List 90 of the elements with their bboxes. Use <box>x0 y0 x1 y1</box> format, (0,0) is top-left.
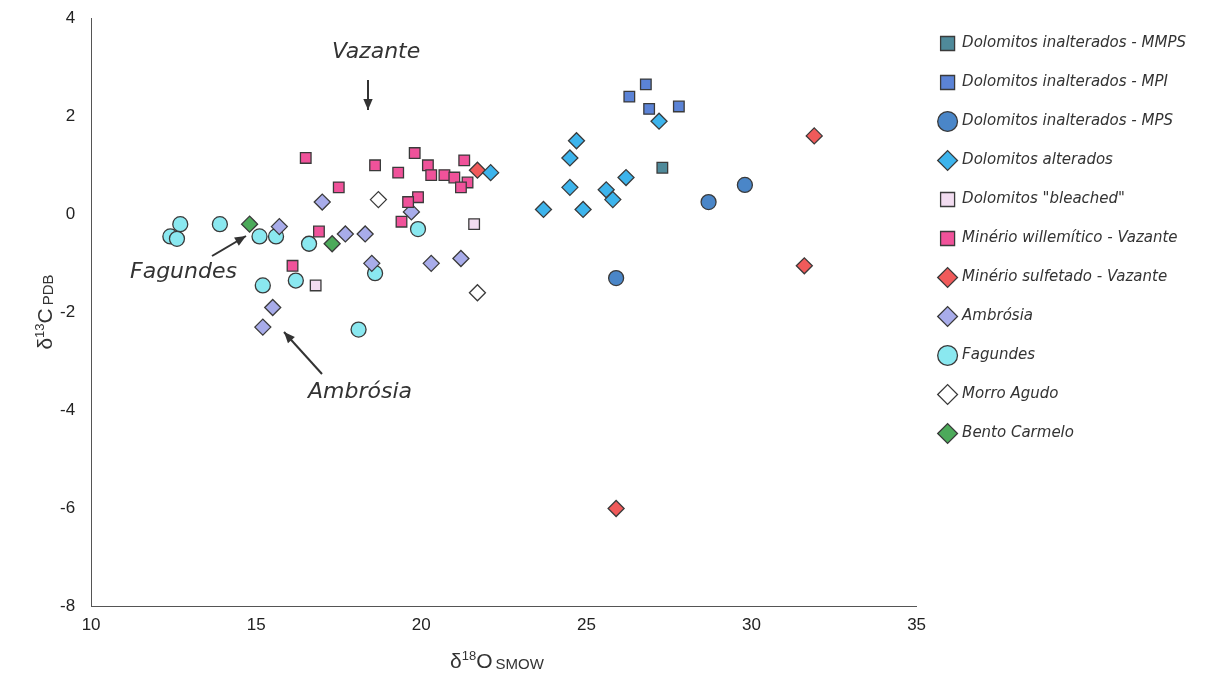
point <box>425 169 438 182</box>
legend-label: Minério willemítico - Vazante <box>962 228 1178 247</box>
point <box>264 298 282 317</box>
point <box>251 228 268 245</box>
y-tick-label: 4 <box>65 7 76 27</box>
point <box>356 225 374 243</box>
legend-label: Ambrósia <box>961 306 1034 325</box>
point <box>454 181 467 194</box>
point <box>468 218 481 231</box>
legend-label: Bento Carmelo <box>962 423 1074 442</box>
point <box>363 254 381 273</box>
annotation: Ambrósia <box>306 377 413 403</box>
point <box>409 220 427 238</box>
y-tick-label: 0 <box>65 204 76 224</box>
point <box>395 215 408 228</box>
point <box>643 102 656 115</box>
point <box>299 151 312 164</box>
legend-label: Dolomitos inalterados - MPI <box>962 72 1169 91</box>
legend-label: Dolomitos inalterados - MMPS <box>962 33 1187 52</box>
point <box>287 272 304 289</box>
point <box>286 259 299 272</box>
point <box>607 269 625 287</box>
y-tick-label: -2 <box>59 302 76 322</box>
point <box>168 230 186 247</box>
point <box>448 171 461 184</box>
point <box>458 154 471 167</box>
point <box>639 78 652 91</box>
point <box>211 215 229 233</box>
point <box>240 215 259 233</box>
y-tick-label: 2 <box>65 105 76 125</box>
point <box>561 149 579 167</box>
point <box>172 215 189 233</box>
point <box>452 249 470 268</box>
x-tick-label: 20 <box>411 615 431 635</box>
point <box>617 168 635 187</box>
point <box>369 190 388 209</box>
point <box>312 225 325 238</box>
point <box>421 159 434 172</box>
point <box>482 164 500 182</box>
point <box>736 176 754 194</box>
x-tick-label: 30 <box>742 615 761 635</box>
y-tick-label: -4 <box>59 400 76 420</box>
point <box>402 196 415 209</box>
point <box>313 193 331 211</box>
annotation: Fagundes <box>130 257 237 283</box>
point <box>369 159 382 172</box>
point <box>332 181 345 194</box>
x-tick-label: 10 <box>81 615 101 635</box>
x-tick-label: 25 <box>576 615 596 635</box>
point <box>270 217 288 236</box>
point <box>534 200 553 219</box>
point <box>574 200 592 219</box>
point <box>392 166 405 179</box>
point <box>607 499 625 518</box>
point <box>254 318 272 336</box>
point <box>567 132 586 150</box>
x-tick-label: 15 <box>246 615 266 635</box>
point <box>438 169 451 182</box>
point <box>623 90 636 103</box>
legend-label: Morro Agudo <box>962 384 1059 403</box>
point <box>597 181 615 199</box>
legend-label: Fagundes <box>962 345 1036 364</box>
legend-label: Dolomitos "bleached" <box>962 189 1125 208</box>
point <box>650 112 668 130</box>
annotation: Vazante <box>332 37 421 63</box>
point <box>300 235 318 252</box>
point <box>412 191 424 204</box>
legend-label: Minério sulfetado - Vazante <box>962 267 1168 286</box>
point <box>561 178 579 197</box>
point <box>795 257 813 275</box>
y-tick-label: -6 <box>59 498 76 518</box>
legend-label: Dolomitos inalterados - MPS <box>962 111 1174 130</box>
legend-label: Dolomitos alterados <box>962 150 1114 169</box>
point <box>254 277 271 294</box>
point <box>468 161 487 179</box>
point <box>468 284 487 302</box>
x-axis-title: δ$^{18}$O$_{SMOW}$ <box>449 648 545 673</box>
point <box>350 321 367 338</box>
point <box>408 147 421 159</box>
point <box>422 254 440 273</box>
point <box>672 100 685 113</box>
point <box>604 190 622 209</box>
point <box>700 193 717 211</box>
point <box>336 225 355 243</box>
point <box>323 235 341 253</box>
x-tick-label: 35 <box>907 615 927 635</box>
point <box>656 161 669 174</box>
point <box>309 279 322 292</box>
point <box>805 127 823 145</box>
y-tick-label: -8 <box>59 596 76 616</box>
